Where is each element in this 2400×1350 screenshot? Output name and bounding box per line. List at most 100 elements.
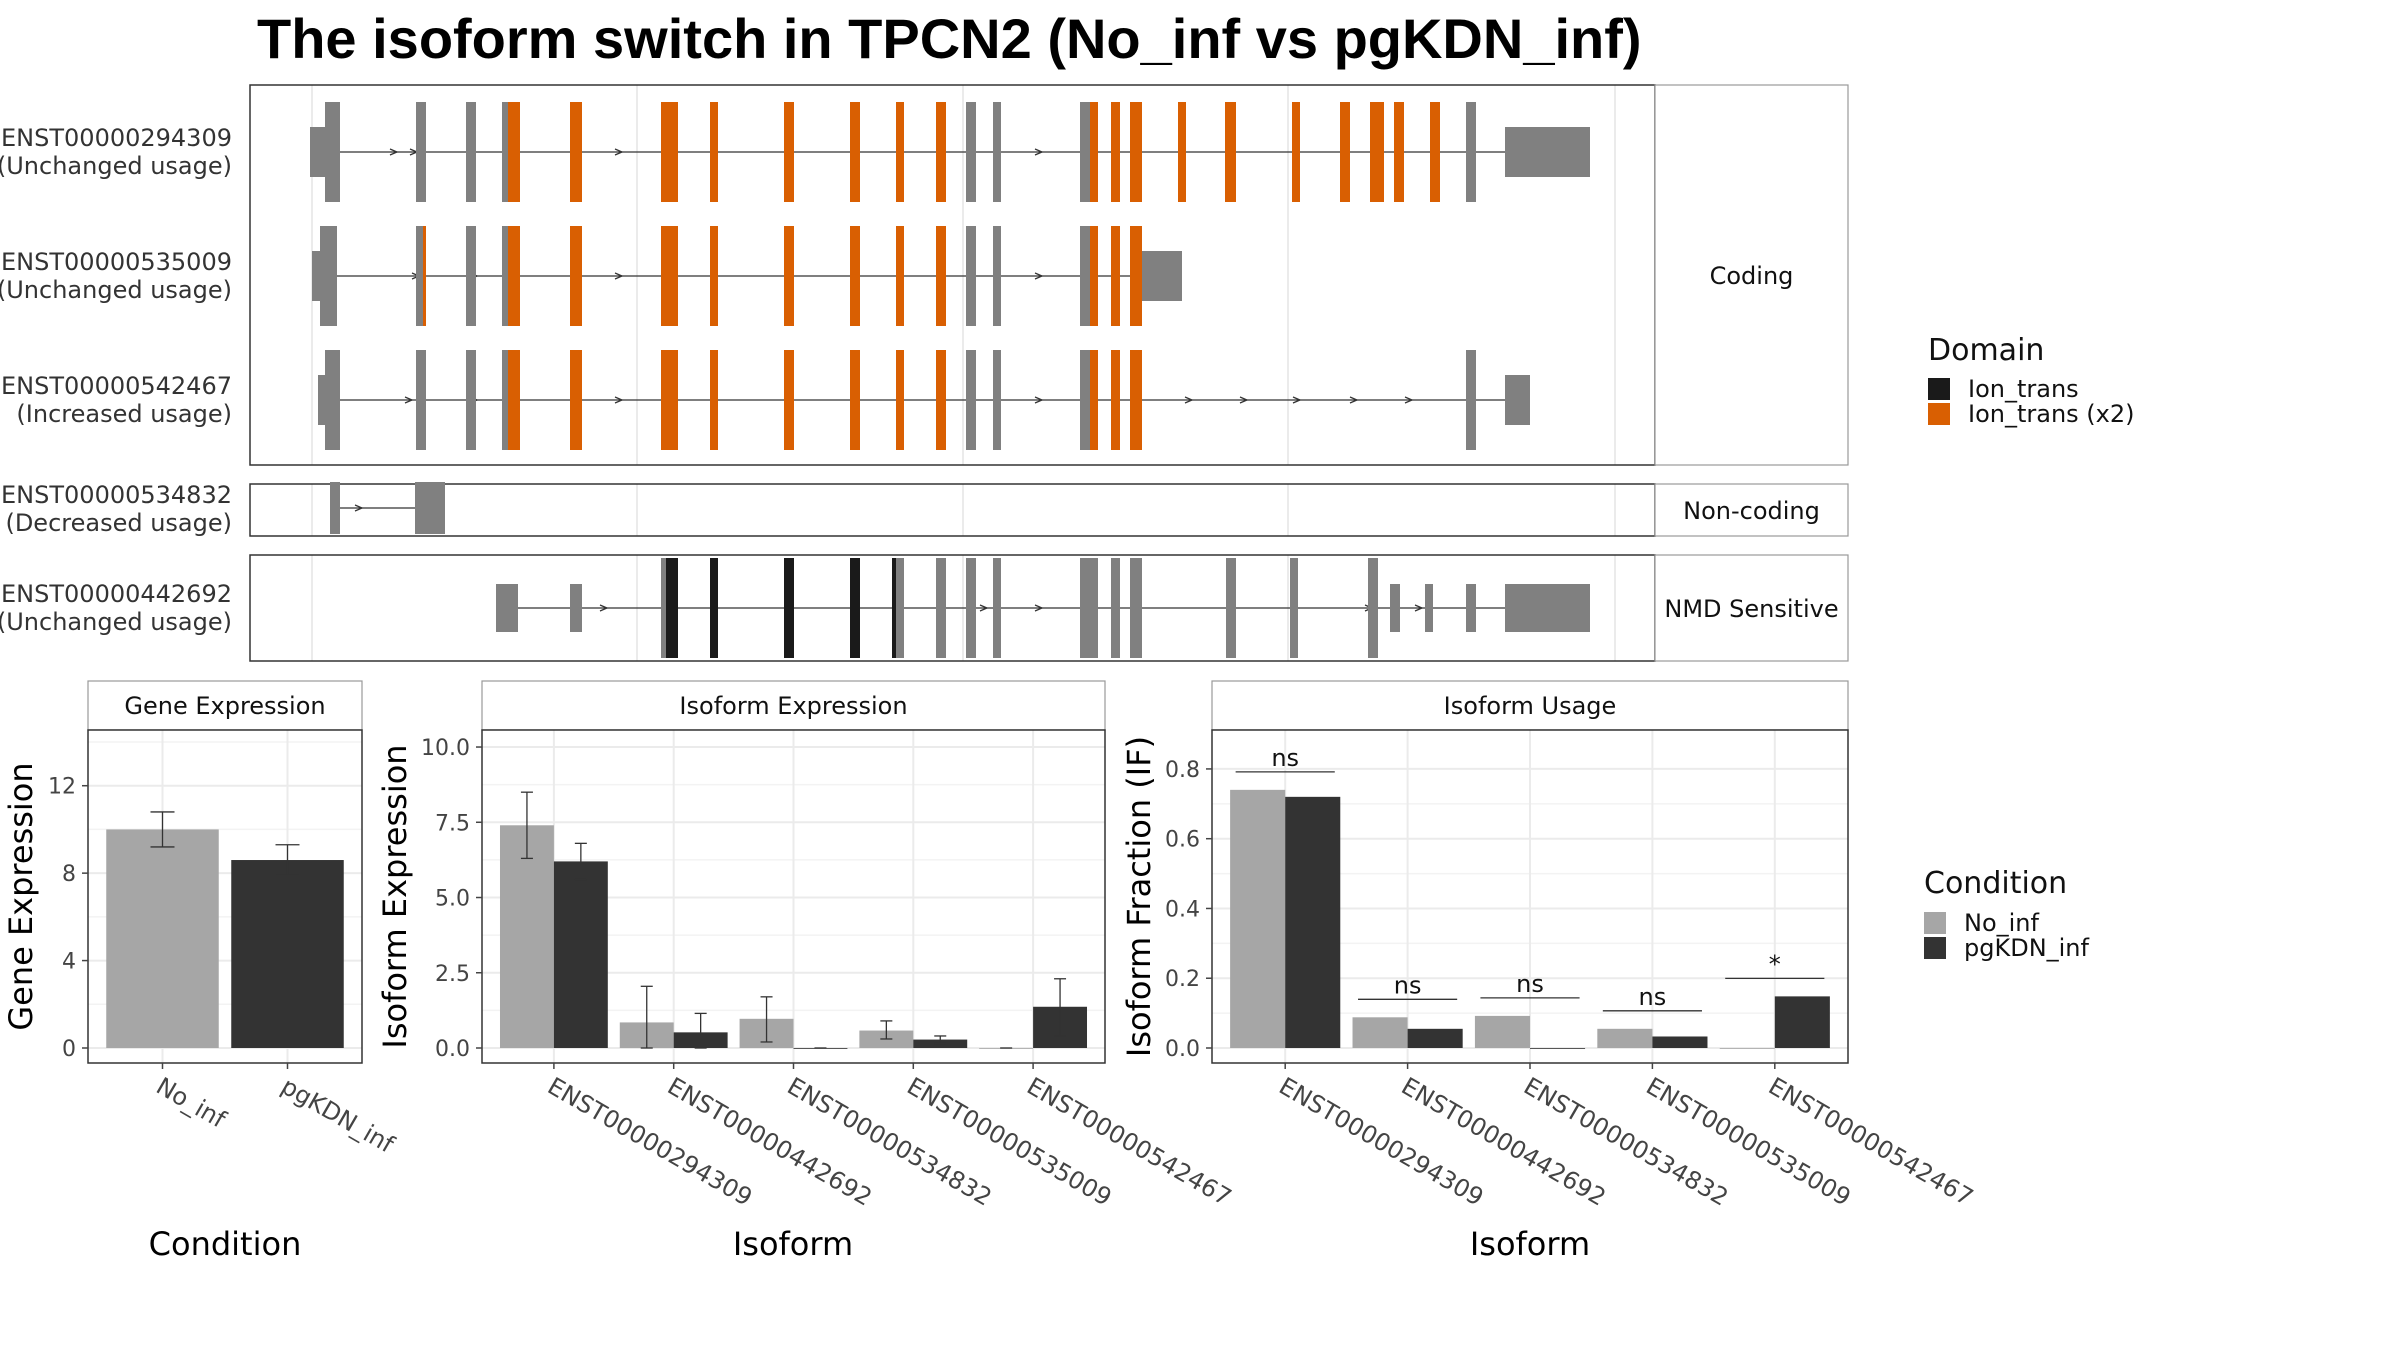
domain-exon — [1292, 102, 1300, 202]
strand-arrow — [979, 604, 989, 612]
domain-legend-label: Ion_trans — [1968, 375, 2079, 403]
exon — [325, 350, 340, 450]
exon — [312, 251, 320, 301]
y-tick-label: 4 — [62, 950, 76, 975]
x-tick-label: ENST00000534832 — [1519, 1072, 1733, 1212]
x-tick-label: ENST00000294309 — [1274, 1072, 1488, 1212]
exon — [1505, 127, 1590, 177]
domain-exon — [784, 226, 794, 326]
exon — [325, 102, 340, 202]
strand-arrow — [599, 604, 609, 612]
strand-arrow — [1034, 396, 1044, 404]
exon — [1111, 558, 1120, 658]
strand-arrow — [1034, 272, 1044, 280]
transcript-usage-label: (Unchanged usage) — [0, 276, 232, 304]
x-tick-label: ENST00000542467 — [1764, 1072, 1978, 1212]
domain-legend-swatch — [1928, 378, 1950, 400]
domain-exon — [570, 350, 582, 450]
domain-legend-swatch — [1928, 403, 1950, 425]
exon — [993, 350, 1001, 450]
exon — [1368, 558, 1378, 658]
domain-exon — [508, 102, 520, 202]
exon — [936, 558, 946, 658]
domain-exon — [1090, 102, 1098, 202]
exon — [1080, 226, 1090, 326]
bar — [1719, 1048, 1775, 1049]
domain-exon — [1130, 102, 1142, 202]
exon — [415, 482, 445, 534]
condition-legend-swatch — [1924, 912, 1946, 934]
y-tick-label: 5.0 — [435, 887, 470, 912]
expression-charts: Gene Expression 0 4 8 12 No_inf pgKDN_inf Gene … — [2, 680, 1978, 1263]
domain-exon — [661, 226, 678, 326]
exon — [993, 226, 1001, 326]
domain-exon — [1225, 102, 1236, 202]
domain-exon — [850, 350, 860, 450]
significance-label: * — [1769, 950, 1781, 978]
x-tick-label: ENST00000442692 — [663, 1072, 877, 1212]
x-tick-label: ENST00000534832 — [783, 1072, 997, 1212]
bar — [1285, 796, 1341, 1048]
exon — [320, 226, 337, 326]
exon — [993, 102, 1001, 202]
domain-exon — [423, 226, 426, 326]
exon — [416, 350, 426, 450]
transcript-structure-plot: Coding Non-coding NMD Sensitive ENST0000029… — [0, 84, 1849, 662]
exon — [1080, 102, 1090, 202]
transcript-usage-label: (Decreased usage) — [5, 509, 232, 537]
bar — [553, 861, 608, 1048]
exon — [330, 482, 340, 534]
group-strip — [1654, 483, 1849, 537]
x-tick-label: ENST00000442692 — [1397, 1072, 1611, 1212]
strand-arrow — [1034, 148, 1044, 156]
domain-exon — [1340, 102, 1350, 202]
strand-arrow — [1414, 604, 1424, 612]
domain-exon — [850, 102, 860, 202]
domain-exon — [508, 350, 520, 450]
exon — [1080, 558, 1098, 658]
domain-exon — [784, 350, 794, 450]
group-strip — [1654, 84, 1849, 466]
y-axis-title: Gene Expression — [2, 762, 40, 1030]
strand-arrow — [1034, 604, 1044, 612]
transcript-id-label: ENST00000542467 — [1, 372, 232, 400]
exon — [318, 375, 325, 425]
exon — [966, 350, 976, 450]
chart-strip — [1211, 680, 1849, 731]
strand-arrow — [614, 272, 624, 280]
domain-exon — [936, 102, 946, 202]
domain-exon — [710, 226, 718, 326]
exon — [1226, 558, 1236, 658]
domain-exon — [896, 350, 904, 450]
chart-strip — [481, 680, 1106, 731]
bar — [1774, 996, 1830, 1048]
domain-exon — [710, 350, 718, 450]
strand-arrow — [354, 504, 364, 512]
bar — [1474, 1015, 1530, 1048]
chart-0: Gene Expression 0 4 8 12 No_inf pgKDN_inf Gene … — [2, 680, 399, 1263]
exon — [993, 558, 1001, 658]
group-label: NMD Sensitive — [1664, 595, 1838, 623]
group-label: Non-coding — [1683, 497, 1820, 525]
domain-exon — [661, 102, 678, 202]
strand-arrow — [1239, 396, 1249, 404]
transcript-usage-label: (Unchanged usage) — [0, 608, 232, 636]
bar — [1407, 1028, 1463, 1048]
domain-exon — [1394, 102, 1404, 202]
exon — [1142, 251, 1182, 301]
exon — [416, 226, 423, 326]
x-axis-title: Isoform — [733, 1225, 853, 1263]
domain-exon — [661, 350, 678, 450]
exon — [1505, 584, 1590, 632]
exon — [966, 558, 976, 658]
y-tick-label: 0.0 — [435, 1037, 470, 1062]
strand-arrow — [1404, 396, 1414, 404]
exon — [416, 102, 426, 202]
domain-exon — [570, 102, 582, 202]
x-axis-title: Condition — [149, 1225, 302, 1263]
chart-title: Isoform Expression — [679, 692, 907, 720]
chart-2: Isoform Usage ns ns ns ns * 0.0 0.2 0.4 0.6 0.8 ENS… — [1120, 680, 1978, 1263]
bar — [1530, 1048, 1586, 1049]
exon — [496, 584, 518, 632]
bar — [1352, 1017, 1408, 1048]
